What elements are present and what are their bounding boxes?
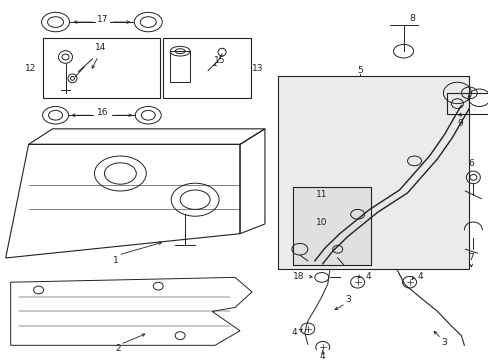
- Text: 2: 2: [115, 344, 121, 353]
- Bar: [292, 187, 370, 265]
- Text: 3: 3: [441, 338, 447, 347]
- Bar: [42, 37, 160, 98]
- Text: 8: 8: [409, 14, 414, 23]
- Text: 15: 15: [214, 57, 225, 66]
- Bar: [277, 76, 468, 269]
- Text: 7: 7: [468, 253, 473, 262]
- Text: 16: 16: [97, 108, 108, 117]
- Text: 4: 4: [291, 328, 296, 337]
- Bar: [447, 93, 488, 114]
- Text: 6: 6: [468, 159, 473, 168]
- Text: 3: 3: [344, 295, 350, 304]
- Text: 4: 4: [417, 272, 422, 281]
- Text: 1: 1: [112, 256, 118, 265]
- Text: 14: 14: [95, 43, 106, 52]
- Text: 13: 13: [252, 64, 263, 73]
- Text: 4: 4: [365, 272, 370, 281]
- Bar: [163, 37, 250, 98]
- Text: 5: 5: [356, 66, 362, 75]
- Text: 4: 4: [319, 351, 325, 360]
- Text: 10: 10: [315, 217, 327, 226]
- Text: 17: 17: [97, 15, 108, 24]
- Text: 11: 11: [315, 190, 327, 199]
- Bar: [170, 51, 190, 82]
- Text: 9: 9: [457, 118, 462, 127]
- Text: 18: 18: [293, 272, 304, 281]
- Text: 12: 12: [25, 64, 36, 73]
